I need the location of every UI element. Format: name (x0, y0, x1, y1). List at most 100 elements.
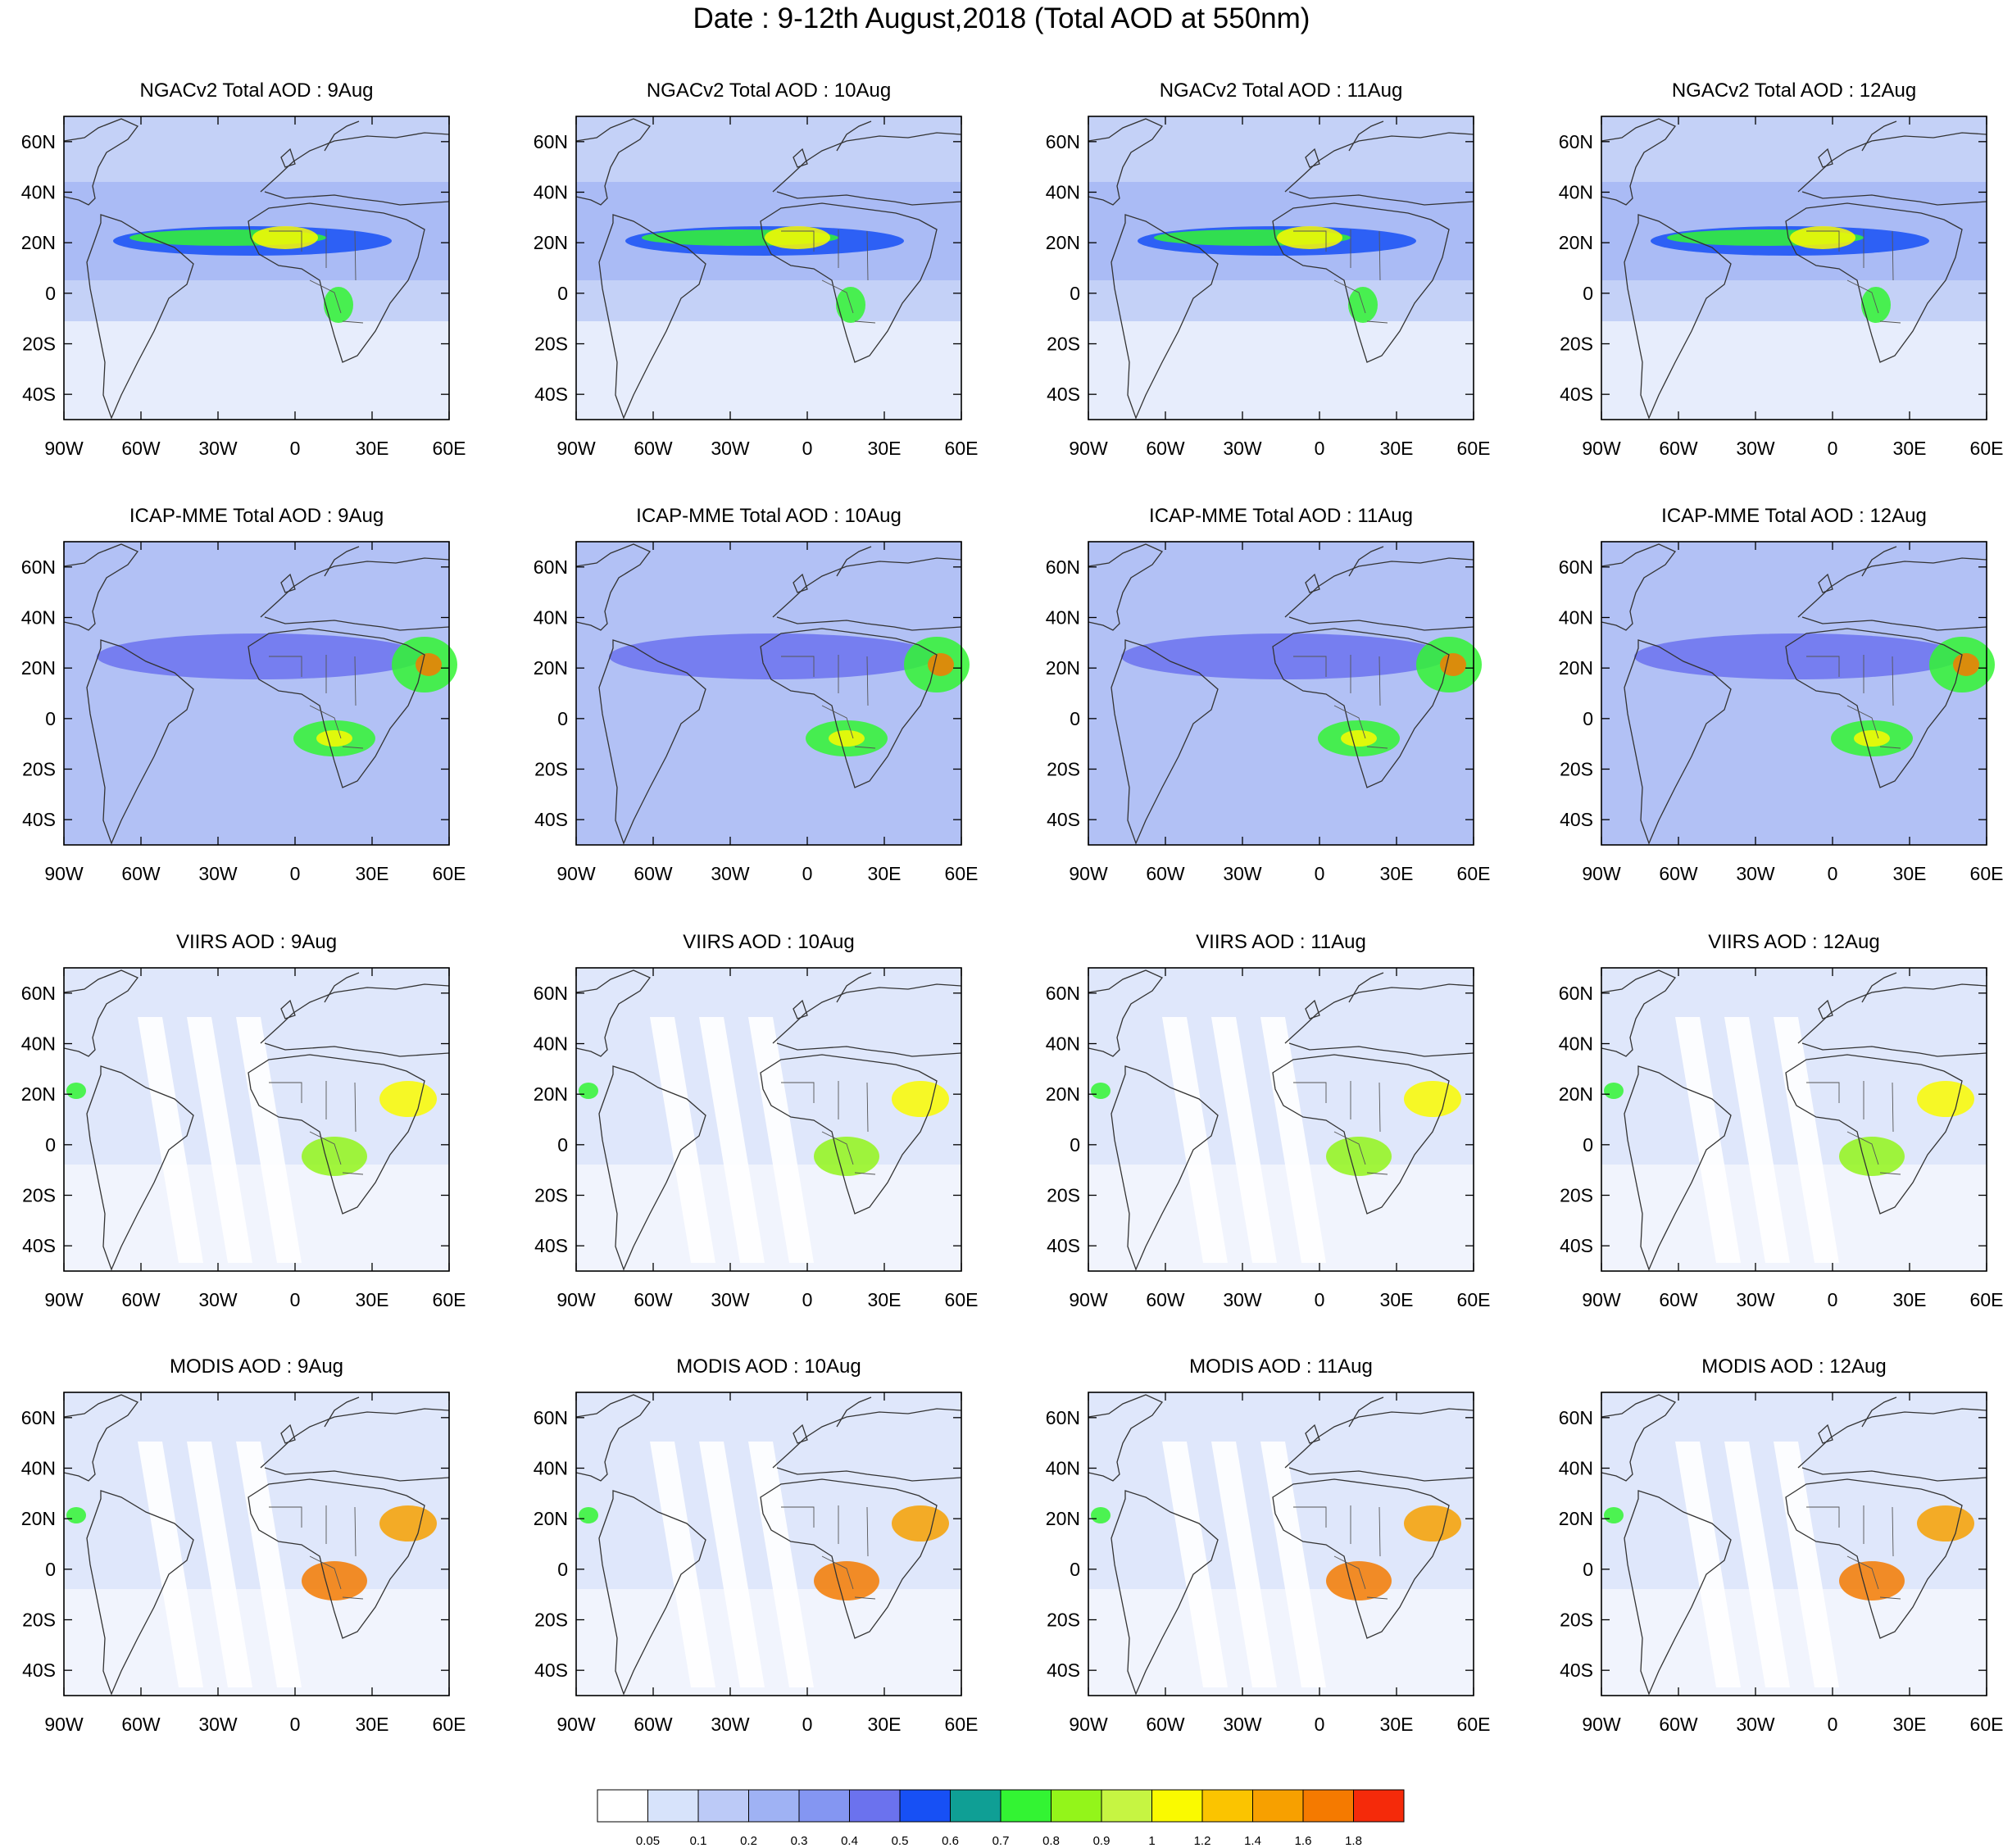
colorbar-swatch (1051, 1789, 1102, 1823)
lon-tick-label: 30E (868, 1714, 902, 1735)
lat-tick-label: 40S (1560, 809, 1593, 830)
aod-plume (1604, 1083, 1624, 1099)
lat-tick-label: 60N (1046, 556, 1080, 578)
aod-plume (252, 226, 318, 249)
aod-sparse-area (64, 1589, 449, 1696)
swath-gap (699, 1442, 765, 1687)
panel-title: NGACv2 Total AOD : 12Aug (1672, 79, 1916, 102)
lon-tick-label: 60W (121, 863, 161, 884)
lon-tick-label: 30E (868, 438, 902, 459)
aod-plume (1091, 1507, 1111, 1523)
panel-title: VIIRS AOD : 9Aug (176, 931, 337, 953)
lat-tick-label: 0 (1070, 283, 1080, 304)
lat-tick-label: 0 (45, 1559, 56, 1580)
lat-tick-label: 20N (534, 1508, 568, 1529)
lat-tick-label: 40S (534, 809, 568, 830)
aod-plume (765, 226, 830, 249)
lon-tick-label: 0 (290, 1714, 301, 1735)
lon-tick-label: 90W (44, 1289, 84, 1310)
aod-plume (302, 1561, 367, 1601)
aod-sparse-area (1088, 1589, 1474, 1696)
aod-plume (1326, 1561, 1392, 1601)
swath-gap (1724, 1017, 1790, 1263)
lat-tick-label: 60N (21, 1407, 56, 1428)
panel-title: ICAP-MME Total AOD : 12Aug (1661, 505, 1927, 527)
colorbar-swatch (1000, 1789, 1051, 1823)
map-panel: ICAP-MME Total AOD : 9Aug 90W 60W 30W 0 30E 60… (21, 505, 466, 884)
colorbar-swatch (597, 1789, 648, 1823)
aod-plume (1839, 1137, 1905, 1176)
lon-tick-label: 60W (1146, 438, 1185, 459)
colorbar-swatch (849, 1789, 901, 1823)
map-frame (1088, 1392, 1474, 1696)
map-frame (1088, 541, 1474, 846)
lon-tick-label: 60E (1457, 863, 1491, 884)
lat-tick-label: 20S (22, 1185, 56, 1206)
lon-tick-label: 60W (121, 438, 161, 459)
colorbar-label: 0.2 (740, 1834, 757, 1848)
aod-plume (579, 1507, 598, 1523)
lat-tick-label: 40N (21, 1033, 56, 1055)
lat-tick-label: 0 (45, 283, 56, 304)
colorbar-label: 0.8 (1042, 1834, 1060, 1848)
panel-title: MODIS AOD : 9Aug (170, 1355, 343, 1378)
aod-plume (97, 633, 425, 679)
lat-tick-label: 60N (21, 131, 56, 152)
lat-tick-label: 40S (534, 1660, 568, 1681)
lon-tick-label: 30E (1380, 863, 1414, 884)
lat-tick-label: 0 (1070, 1559, 1080, 1580)
lat-tick-label: 20N (21, 657, 56, 679)
colorbar-label: 1.6 (1295, 1834, 1312, 1848)
lon-tick-label: 60E (1457, 438, 1491, 459)
aod-sparse-area (64, 1165, 449, 1271)
colorbar-label: 0.4 (841, 1834, 858, 1848)
lon-tick-label: 60E (433, 863, 466, 884)
lat-tick-label: 0 (1070, 1134, 1080, 1156)
lat-tick-label: 0 (45, 1134, 56, 1156)
lat-tick-label: 40S (1047, 384, 1080, 405)
lon-tick-label: 90W (556, 1289, 596, 1310)
aod-background-field (1088, 542, 1474, 845)
colorbar-swatch (1302, 1789, 1354, 1823)
lon-tick-label: 0 (1828, 1289, 1838, 1310)
lon-tick-label: 60E (1970, 438, 2003, 459)
lat-tick-label: 40S (1560, 1660, 1593, 1681)
lon-tick-label: 0 (290, 1289, 301, 1310)
lon-tick-label: 30W (1223, 863, 1262, 884)
lat-tick-label: 40N (1046, 607, 1080, 629)
lon-tick-label: 60W (634, 1289, 673, 1310)
lon-tick-label: 30W (711, 438, 750, 459)
aod-plume (379, 1505, 437, 1542)
colorbar-swatch (697, 1789, 749, 1823)
aod-background-field (576, 542, 961, 845)
lat-tick-label: 40N (534, 1033, 568, 1055)
lon-tick-label: 30E (1893, 1714, 1927, 1735)
lat-tick-label: 60N (534, 131, 568, 152)
colorbar-swatch (1101, 1789, 1152, 1823)
swath-gap (1675, 1442, 1741, 1687)
lat-tick-label: 60N (534, 983, 568, 1004)
lat-tick-label: 40S (1560, 1235, 1593, 1256)
panel-title: VIIRS AOD : 11Aug (1196, 931, 1366, 953)
lat-tick-label: 60N (1046, 131, 1080, 152)
map-panel: MODIS AOD : 10Aug 90W 60W 30W 0 30E 60E 60N 40N 2… (534, 1355, 979, 1735)
lat-tick-label: 40S (22, 809, 56, 830)
lon-tick-label: 30W (711, 1714, 750, 1735)
colorbar-label: 1.4 (1244, 1834, 1261, 1848)
swath-gap (1675, 1017, 1741, 1263)
lon-tick-label: 90W (1069, 438, 1108, 459)
aod-sparse-area (576, 1589, 961, 1696)
lon-tick-label: 60E (1457, 1289, 1491, 1310)
lat-tick-label: 40S (22, 384, 56, 405)
lat-tick-label: 20N (1046, 1508, 1080, 1529)
colorbar-swatch (1353, 1789, 1405, 1823)
swath-gap (1162, 1017, 1228, 1263)
lon-tick-label: 30W (198, 438, 238, 459)
lat-tick-label: 20S (1560, 759, 1593, 780)
lat-tick-label: 20N (1559, 232, 1593, 253)
lon-tick-label: 30W (1223, 438, 1262, 459)
lat-tick-label: 60N (21, 983, 56, 1004)
lon-tick-label: 0 (1828, 1714, 1838, 1735)
lat-tick-label: 20N (1046, 232, 1080, 253)
